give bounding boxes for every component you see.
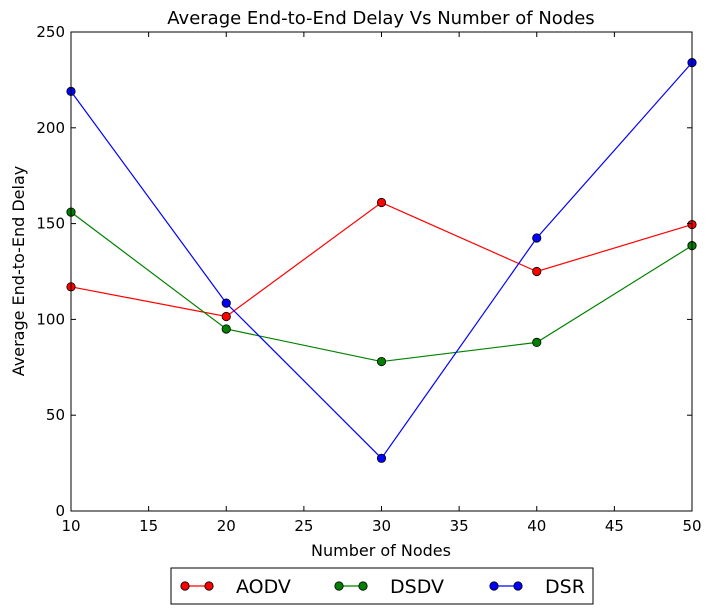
legend-marker-dsdv — [358, 581, 368, 591]
plot-markers — [66, 58, 697, 463]
y-tick-label: 200 — [36, 119, 65, 137]
y-tick-label: 150 — [36, 215, 65, 233]
x-axis: 10 15 20 25 30 35 40 45 50 — [61, 32, 702, 535]
plot-frame — [70, 31, 693, 512]
x-tick-label: 10 — [61, 517, 80, 535]
data-point-dsr — [376, 453, 387, 463]
data-point-aodv — [221, 311, 231, 322]
y-tick-label: 250 — [36, 23, 65, 41]
legend-entries: AODV DSDV DSR — [180, 576, 585, 598]
data-point-aodv — [532, 266, 542, 277]
legend-marker-dsr — [513, 581, 523, 591]
y-tick-label: 50 — [46, 406, 65, 424]
data-point-dsdv — [376, 356, 387, 367]
series-line-dsdv — [70, 211, 693, 363]
series-line-dsr — [70, 62, 693, 460]
x-tick-label: 45 — [605, 517, 624, 535]
x-tick-label: 25 — [294, 517, 313, 535]
data-point-dsr — [532, 233, 542, 243]
x-axis-label: Number of Nodes — [311, 541, 451, 560]
legend-marker-dsr — [489, 581, 499, 591]
x-tick-label: 20 — [217, 517, 236, 535]
y-tick-label: 100 — [36, 310, 65, 328]
legend-label-dsr: DSR — [545, 576, 585, 598]
x-tick-label: 30 — [372, 517, 391, 535]
data-point-aodv — [376, 197, 387, 208]
legend-label-aodv: AODV — [236, 576, 291, 598]
data-point-dsr — [221, 298, 231, 308]
data-point-dsdv — [532, 337, 542, 347]
legend-label-dsdv: DSDV — [390, 576, 444, 598]
legend-marker-dsdv — [334, 581, 344, 591]
y-axis-label: Average End-to-End Delay — [9, 166, 28, 376]
x-tick-label: 35 — [450, 517, 469, 535]
legend-frame — [170, 567, 594, 605]
series-line-aodv — [70, 201, 693, 318]
legend-marker-aodv — [204, 581, 214, 591]
y-axis: 0 50 100 150 200 250 — [36, 23, 692, 520]
x-tick-label: 40 — [527, 517, 546, 535]
x-tick-label: 15 — [139, 517, 158, 535]
legend: AODV DSDV DSR — [170, 567, 594, 605]
y-tick-label: 0 — [55, 502, 65, 520]
data-point-dsdv — [221, 324, 231, 334]
plot-lines — [70, 62, 693, 460]
x-tick-label: 50 — [682, 517, 701, 535]
chart-title: Average End-to-End Delay Vs Number of No… — [167, 8, 594, 29]
legend-marker-aodv — [180, 581, 190, 591]
